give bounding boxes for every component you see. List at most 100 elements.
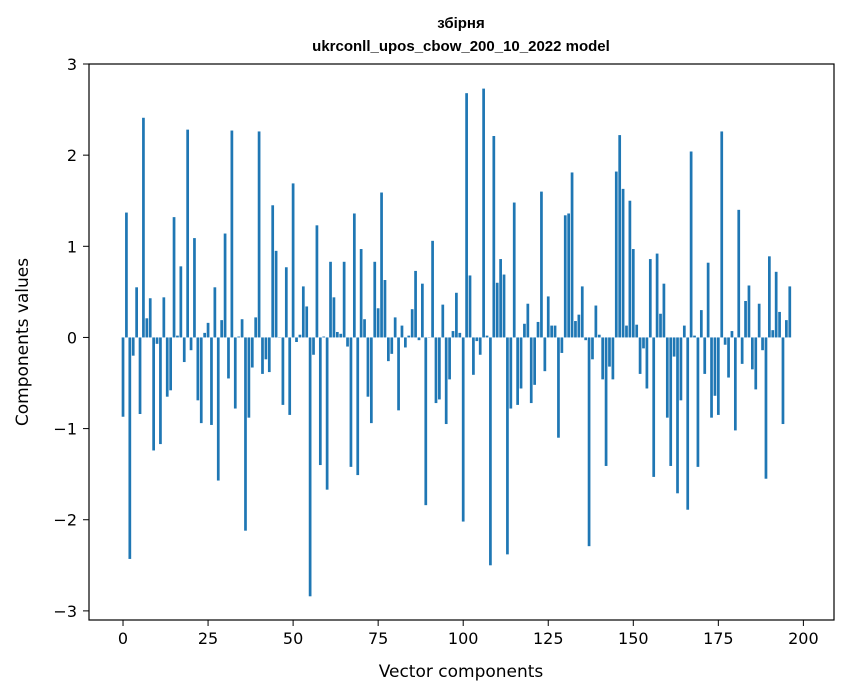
y-tick-label: −2 xyxy=(53,511,77,530)
bar xyxy=(523,323,526,338)
x-tick-label: 100 xyxy=(448,629,479,648)
bar xyxy=(570,172,574,338)
bar xyxy=(230,130,234,338)
chart-title: збірня xyxy=(437,15,485,32)
y-tick-label: 2 xyxy=(67,146,77,165)
x-tick-label: 200 xyxy=(788,629,819,648)
bar xyxy=(461,337,465,522)
bars-group xyxy=(121,88,792,597)
bar xyxy=(335,331,339,338)
bar xyxy=(206,322,210,338)
bar xyxy=(138,337,142,415)
bar xyxy=(356,337,360,476)
bar xyxy=(421,283,424,338)
bar xyxy=(213,287,217,338)
bar xyxy=(682,325,686,338)
bar xyxy=(417,337,421,341)
bar xyxy=(689,151,693,338)
y-tick-label: −3 xyxy=(53,602,77,621)
bar xyxy=(393,317,397,338)
bar xyxy=(778,311,781,338)
y-axis: −3 −2 −1 0 1 2 3 xyxy=(53,55,89,621)
bar xyxy=(563,215,567,338)
bar xyxy=(472,337,475,375)
bar xyxy=(322,336,326,338)
bar xyxy=(267,337,271,373)
bar xyxy=(162,297,166,338)
bar xyxy=(203,332,207,338)
bar xyxy=(526,303,530,338)
bar xyxy=(182,337,186,363)
bar xyxy=(648,259,652,338)
bar xyxy=(128,337,132,559)
bar xyxy=(271,205,275,338)
bar xyxy=(567,213,571,338)
bar xyxy=(451,331,455,338)
bar xyxy=(727,337,730,378)
bar xyxy=(410,309,414,338)
bar xyxy=(434,337,438,404)
bar xyxy=(274,250,278,338)
bar xyxy=(720,131,724,338)
bar xyxy=(713,337,717,396)
bar xyxy=(240,319,244,338)
bar xyxy=(512,202,516,338)
bar xyxy=(482,88,485,338)
bar xyxy=(495,282,499,338)
bar xyxy=(131,337,135,356)
bar xyxy=(465,93,468,338)
bar xyxy=(352,213,356,338)
bar xyxy=(400,325,404,338)
bar xyxy=(291,183,295,338)
bar xyxy=(604,337,608,466)
bar xyxy=(536,321,540,338)
bar xyxy=(635,324,639,338)
bar xyxy=(186,129,190,338)
bar xyxy=(332,297,336,338)
bar xyxy=(733,337,737,431)
bar xyxy=(254,317,258,338)
bar xyxy=(247,337,251,418)
bar xyxy=(233,337,237,409)
bar xyxy=(485,335,489,338)
bar xyxy=(631,249,635,338)
y-axis-label: Components values xyxy=(13,258,33,426)
x-tick-label: 50 xyxy=(283,629,303,648)
bar xyxy=(723,337,727,345)
bar xyxy=(533,337,536,385)
bar xyxy=(768,256,771,338)
bar xyxy=(301,286,305,338)
bar xyxy=(448,337,451,380)
bar xyxy=(169,337,173,391)
bar xyxy=(193,238,196,338)
bar xyxy=(730,331,734,338)
bar xyxy=(438,337,441,400)
x-axis-label: Vector components xyxy=(379,662,544,682)
bar xyxy=(264,337,268,360)
bar xyxy=(788,286,792,338)
bar xyxy=(244,337,247,531)
bar xyxy=(546,296,550,338)
bar xyxy=(529,337,533,404)
bar xyxy=(655,253,659,338)
bar xyxy=(261,337,264,374)
bar xyxy=(295,337,298,342)
bar xyxy=(757,303,761,338)
bar xyxy=(747,285,751,338)
y-tick-label: 3 xyxy=(67,55,77,74)
bar xyxy=(250,337,254,368)
bar xyxy=(659,313,662,338)
x-tick-label: 75 xyxy=(368,629,388,648)
bar xyxy=(553,325,557,338)
bar xyxy=(662,283,666,338)
bar xyxy=(693,335,696,338)
bar xyxy=(148,298,152,338)
bar xyxy=(404,337,407,348)
x-tick-label: 0 xyxy=(118,629,128,648)
bar xyxy=(625,325,628,338)
bar xyxy=(305,306,309,338)
bar xyxy=(665,337,669,418)
bar xyxy=(550,325,554,338)
bar xyxy=(220,320,224,338)
x-tick-label: 125 xyxy=(533,629,564,648)
